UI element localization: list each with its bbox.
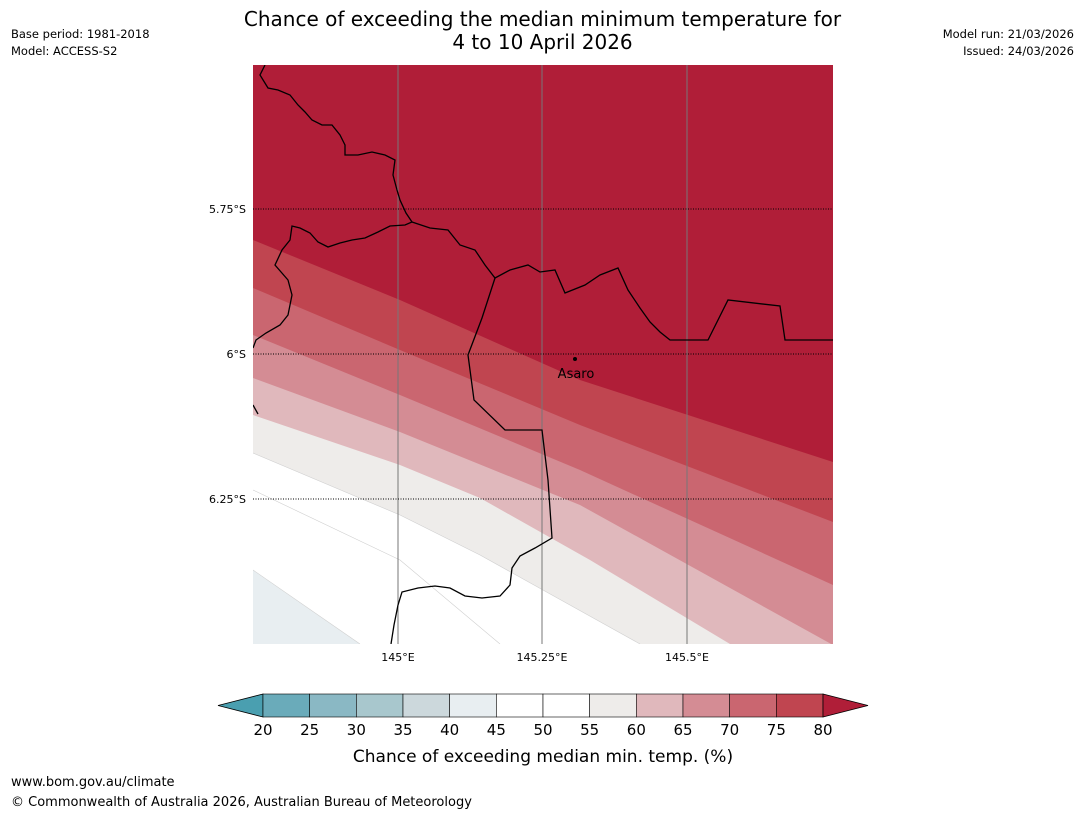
title-line-1: Chance of exceeding the median minimum t…: [243, 7, 842, 31]
colorbar-label: Chance of exceeding median min. temp. (%…: [353, 747, 733, 767]
colorbar-tick-25: 25: [300, 721, 319, 739]
colorbar-segment-70-75: [729, 693, 777, 718]
colorbar-segment-60-65: [636, 693, 684, 718]
colorbar-segment-20-25: [262, 693, 310, 718]
colorbar-segment-30-35: [356, 693, 404, 718]
colorbar-segment-25-30: [309, 693, 357, 718]
issued-date: Issued: 24/03/2026: [963, 44, 1074, 58]
metadata-right: Model run: 21/03/2026 Issued: 24/03/2026: [943, 26, 1074, 60]
footer-copyright: © Commonwealth of Australia 2026, Austra…: [11, 795, 472, 810]
colorbar-tick-40: 40: [440, 721, 459, 739]
colorbar-segment-50-55: [542, 693, 590, 718]
model-name: Model: ACCESS-S2: [11, 44, 118, 58]
map-title: Chance of exceeding the median minimum t…: [0, 8, 1085, 54]
colorbar-tick-65: 65: [673, 721, 692, 739]
metadata-left: Base period: 1981-2018 Model: ACCESS-S2: [11, 26, 150, 60]
colorbar-segment-75-80: [776, 693, 824, 718]
colorbar-tick-35: 35: [393, 721, 412, 739]
colorbar-segment-45-50: [496, 693, 544, 718]
band-45-50: [253, 490, 500, 644]
map-panel: Asaro: [253, 65, 833, 644]
asaro-label: Asaro: [558, 367, 595, 382]
colorbar-segment-40-45: [449, 693, 497, 718]
colorbar-tick-45: 45: [487, 721, 506, 739]
base-period: Base period: 1981-2018: [11, 27, 150, 41]
colorbar: 20 25 30 35 40 45 50 55 60 65 70 75 80: [217, 693, 869, 739]
colorbar-tick-20: 20: [253, 721, 272, 739]
colorbar-segment-35-40: [402, 693, 450, 718]
longitude-labels: 145°E 145.25°E 145.5°E: [381, 651, 709, 664]
colorbar-tick-75: 75: [767, 721, 786, 739]
lon-label-145-5: 145.5°E: [665, 651, 709, 664]
lat-label-6: 6°S: [227, 348, 246, 361]
asaro-marker: [573, 357, 577, 361]
model-run: Model run: 21/03/2026: [942, 27, 1074, 41]
colorbar-tick-55: 55: [580, 721, 599, 739]
colorbar-segment-55-60: [589, 693, 637, 718]
colorbar-high-extend: [822, 693, 869, 718]
lon-label-145-25: 145.25°E: [517, 651, 568, 664]
latitude-labels: 5.75°S 6°S 6.25°S: [209, 203, 246, 506]
title-line-2: 4 to 10 April 2026: [452, 30, 633, 54]
colorbar-tick-60: 60: [627, 721, 646, 739]
colorbar-segment-65-70: [682, 693, 730, 718]
province-borders: [253, 65, 833, 644]
lat-label-5-75: 5.75°S: [209, 203, 246, 216]
colorbar-tick-80: 80: [813, 721, 832, 739]
colorbar-tick-70: 70: [720, 721, 739, 739]
lat-label-6-25: 6.25°S: [209, 493, 246, 506]
lon-label-145: 145°E: [381, 651, 414, 664]
colorbar-low-extend: [217, 693, 264, 718]
footer-url: www.bom.gov.au/climate: [11, 775, 175, 790]
colorbar-tick-50: 50: [533, 721, 552, 739]
colorbar-tick-30: 30: [347, 721, 366, 739]
